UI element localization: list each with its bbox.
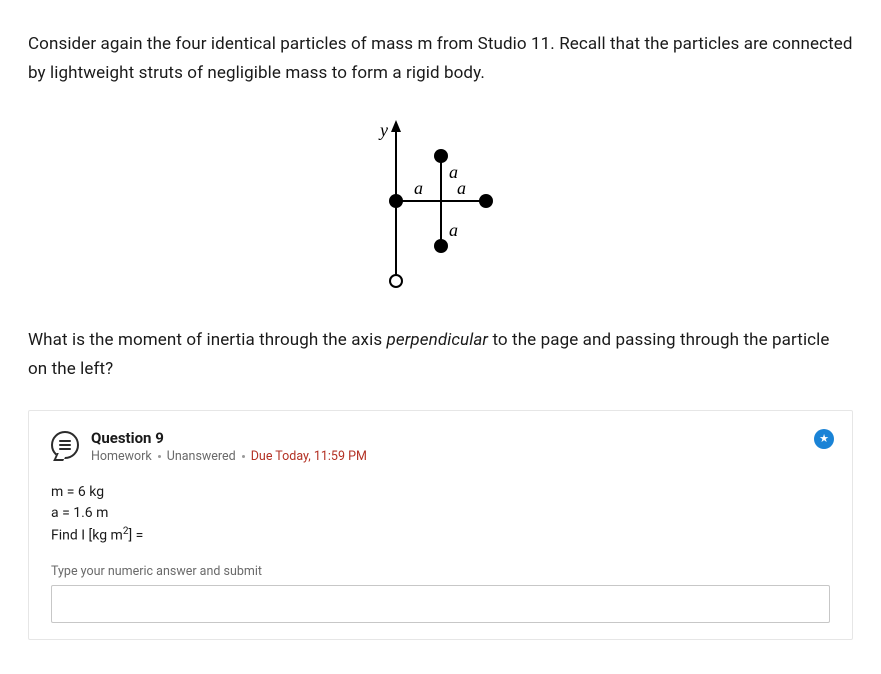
svg-text:a: a [414, 178, 423, 198]
input-prompt: Type your numeric answer and submit [51, 564, 830, 579]
separator-dot [158, 455, 161, 458]
intro-text: Consider again the four identical partic… [28, 30, 853, 88]
card-category: Homework [91, 449, 152, 464]
separator-dot [242, 455, 245, 458]
find-before: Find I [kg m [51, 527, 123, 543]
bookmark-star-icon[interactable]: ★ [814, 429, 834, 449]
question-text: What is the moment of inertia through th… [28, 326, 853, 384]
question-card: ★ Question 9 Homework Unanswered Due Tod… [28, 410, 853, 641]
find-after: ] = [128, 527, 143, 543]
answer-input[interactable] [51, 585, 830, 623]
svg-text:a: a [449, 220, 458, 240]
card-header: Question 9 Homework Unanswered Due Today… [51, 429, 830, 464]
question-part-before: What is the moment of inertia through th… [28, 330, 387, 350]
svg-text:a: a [457, 178, 466, 198]
card-status: Unanswered [167, 449, 236, 464]
question-italic: perpendicular [387, 330, 489, 350]
svg-text:y: y [378, 120, 388, 140]
card-subtitle: Homework Unanswered Due Today, 11:59 PM [91, 449, 367, 464]
diagram-container: yaaaa [28, 116, 853, 296]
card-due: Due Today, 11:59 PM [251, 449, 367, 464]
given-a: a = 1.6 m [51, 503, 830, 524]
given-m: m = 6 kg [51, 482, 830, 503]
given-values: m = 6 kg a = 1.6 m Find I [kg m2] = [51, 482, 830, 547]
question-bubble-icon [51, 431, 79, 459]
card-header-text: Question 9 Homework Unanswered Due Today… [91, 429, 367, 464]
star-glyph: ★ [819, 432, 829, 445]
question-number: Question 9 [91, 429, 367, 447]
particle-diagram: yaaaa [336, 116, 546, 296]
given-find: Find I [kg m2] = [51, 524, 830, 547]
